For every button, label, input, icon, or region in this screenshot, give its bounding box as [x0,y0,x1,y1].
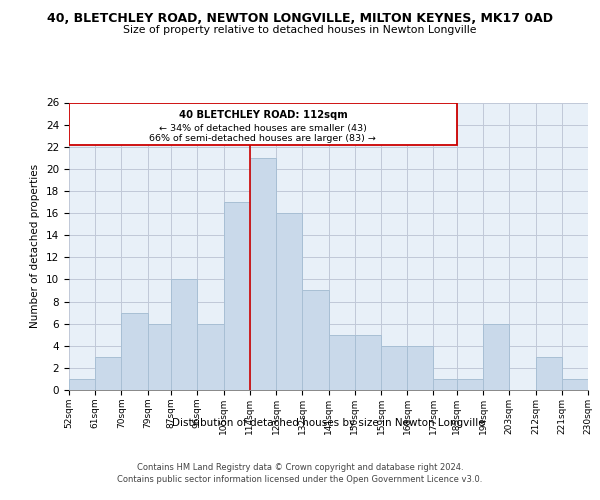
Bar [171,280,197,390]
Bar [121,312,148,390]
Bar [197,324,224,390]
Bar [407,346,433,390]
Bar [250,158,276,390]
FancyBboxPatch shape [69,102,457,144]
Bar [562,379,588,390]
Bar [536,357,562,390]
Bar [457,379,483,390]
Bar [329,334,355,390]
Bar [95,357,121,390]
Bar [148,324,171,390]
Bar [483,324,509,390]
Text: Contains HM Land Registry data © Crown copyright and database right 2024.: Contains HM Land Registry data © Crown c… [137,462,463,471]
Bar [302,290,329,390]
Text: ← 34% of detached houses are smaller (43): ← 34% of detached houses are smaller (43… [159,124,367,132]
Text: Contains public sector information licensed under the Open Government Licence v3: Contains public sector information licen… [118,475,482,484]
Bar [276,213,302,390]
Text: Distribution of detached houses by size in Newton Longville: Distribution of detached houses by size … [172,418,485,428]
Bar [355,334,381,390]
Bar [433,379,457,390]
Bar [381,346,407,390]
Text: 40, BLETCHLEY ROAD, NEWTON LONGVILLE, MILTON KEYNES, MK17 0AD: 40, BLETCHLEY ROAD, NEWTON LONGVILLE, MI… [47,12,553,26]
Text: 40 BLETCHLEY ROAD: 112sqm: 40 BLETCHLEY ROAD: 112sqm [179,110,347,120]
Bar [224,202,250,390]
Text: 66% of semi-detached houses are larger (83) →: 66% of semi-detached houses are larger (… [149,134,376,143]
Text: Size of property relative to detached houses in Newton Longville: Size of property relative to detached ho… [123,25,477,35]
Bar [69,379,95,390]
Y-axis label: Number of detached properties: Number of detached properties [31,164,40,328]
